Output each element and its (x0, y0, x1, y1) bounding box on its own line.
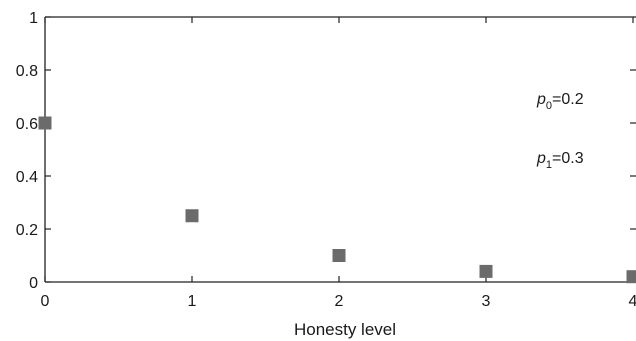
annotation-p0-var: p (536, 91, 546, 108)
axes (44, 16, 636, 283)
y-tick-label: 0 (29, 275, 38, 292)
y-tick-label: 1 (29, 10, 38, 27)
data-points (38, 116, 636, 284)
annotation-p0-sub: 0 (546, 100, 552, 112)
x-tick-label: 1 (188, 293, 197, 310)
data-point (479, 264, 493, 278)
data-point (185, 209, 199, 223)
annotation-p1: p1=0.3 (536, 150, 584, 171)
x-tick-label: 3 (482, 293, 491, 310)
data-point (38, 116, 52, 130)
data-point (626, 270, 636, 284)
annotation-p1-value: =0.3 (552, 150, 584, 167)
y-tick-label: 0.2 (16, 222, 38, 239)
annotation-p0: p0=0.2 (536, 91, 584, 112)
x-axis-label: Honesty level (294, 320, 396, 339)
x-tick-label: 0 (41, 293, 50, 310)
y-tick-label: 0.6 (16, 116, 38, 133)
annotation-p1-var: p (536, 150, 546, 167)
annotation-p1-sub: 1 (546, 159, 552, 171)
x-tick-label: 4 (629, 293, 636, 310)
x-tick-label: 2 (335, 293, 344, 310)
annotation-p0-value: =0.2 (552, 91, 584, 108)
data-point (332, 249, 346, 262)
y-tick-label: 0.4 (16, 169, 38, 186)
y-tick-label: 0.8 (16, 63, 38, 80)
